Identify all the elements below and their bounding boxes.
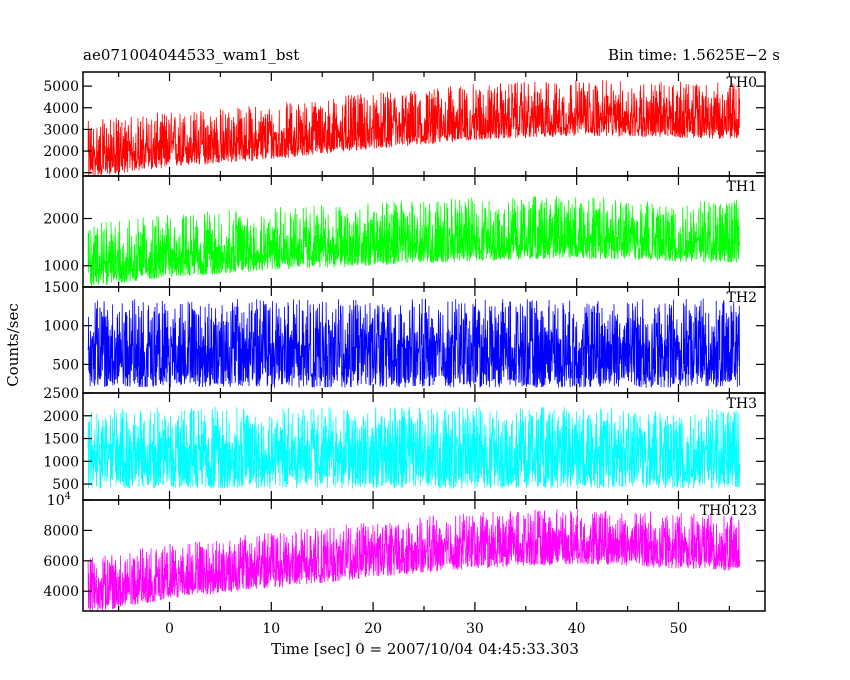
- x-axis-label: Time [sec] 0 = 2007/10/04 04:45:33.303: [271, 640, 579, 658]
- panel-label: TH2: [727, 290, 757, 306]
- series-th1: [87, 195, 740, 286]
- panel-th0123: 4000 6000 8000 104 TH0123: [43, 491, 766, 612]
- y-tick-label: 1500: [43, 432, 79, 448]
- series-th2: [87, 298, 740, 388]
- panel-label: TH0123: [700, 503, 757, 519]
- y-tick-label: 3000: [43, 122, 79, 138]
- y-tick-label: 1000: [43, 166, 79, 182]
- y-tick-label: 500: [52, 357, 79, 373]
- y-tick-label: 5000: [43, 79, 79, 95]
- y-tick-label: 2000: [43, 409, 79, 425]
- x-tick-label: 40: [568, 621, 586, 637]
- bin-time-label: Bin time: 1.5625E−2 s: [608, 46, 780, 64]
- y-tick-label: 6000: [43, 554, 79, 570]
- panel-th0: 1000 2000 3000 4000 5000 TH0: [43, 71, 766, 182]
- y-tick-label: 2000: [43, 212, 79, 228]
- x-tick-label: 30: [466, 621, 484, 637]
- series-th0123: [87, 508, 740, 611]
- y-tick-label: 8000: [43, 523, 79, 539]
- y-tick-label: 1500: [43, 280, 79, 296]
- x-tick-label: 10: [262, 621, 280, 637]
- x-axis: 0 10 20 30 40 50: [165, 621, 687, 637]
- y-tick-label: 104: [47, 491, 71, 509]
- y-tick-label: 1000: [43, 319, 79, 335]
- y-tick-label: 2000: [43, 144, 79, 160]
- y-tick-label: 2500: [43, 386, 79, 402]
- series-th0: [87, 80, 740, 176]
- y-tick-label: 4000: [43, 101, 79, 117]
- panel-label: TH1: [727, 179, 757, 195]
- y-axis-label: Counts/sec: [4, 303, 22, 387]
- y-tick-label: 1000: [43, 454, 79, 470]
- y-tick-label: 500: [52, 477, 79, 493]
- x-tick-label: 0: [165, 621, 174, 637]
- series-th3: [87, 406, 740, 489]
- panel-label: TH3: [727, 396, 757, 412]
- x-tick-label: 20: [364, 621, 382, 637]
- y-tick-label: 1000: [43, 259, 79, 275]
- y-tick-label: 4000: [43, 584, 79, 600]
- panel-th3: 500 1000 1500 2000 2500 TH3: [43, 386, 766, 501]
- panels-group: 1000 2000 3000 4000 5000 TH0 1000 2000 TH1 500 100…: [43, 71, 766, 612]
- x-tick-label: 50: [670, 621, 688, 637]
- chart-title: ae071004044533_wam1_bst: [83, 46, 299, 64]
- panel-th2: 500 1000 1500 TH2: [43, 280, 766, 394]
- panel-th1: 1000 2000 TH1: [43, 175, 766, 288]
- panel-label: TH0: [727, 75, 757, 91]
